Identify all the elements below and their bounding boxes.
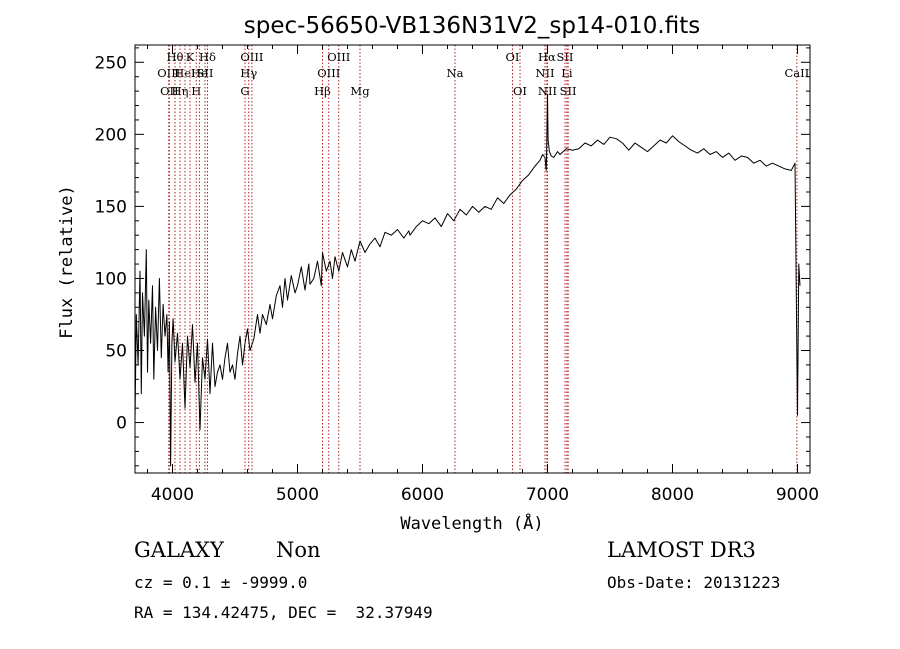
line-label-20: NII bbox=[535, 66, 554, 80]
survey-name: LAMOST DR3 bbox=[607, 538, 756, 562]
object-class: GALAXY bbox=[134, 538, 224, 562]
y-tick-label-1: 50 bbox=[105, 342, 127, 362]
line-label-25: SII bbox=[560, 84, 577, 98]
x-tick-label-1: 5000 bbox=[276, 485, 319, 505]
line-label-9: Hδ bbox=[199, 50, 216, 64]
line-label-14: OIII bbox=[317, 66, 340, 80]
spectral-line-markers: OIIIOIIHθHηHeIKHHeSIIHδGHγOIIIHβOIIIOIII… bbox=[157, 45, 809, 473]
line-label-5: K bbox=[186, 50, 195, 64]
x-tick-label-0: 4000 bbox=[151, 485, 194, 505]
y-tick-label-4: 200 bbox=[95, 125, 127, 145]
line-label-17: Na bbox=[447, 66, 464, 80]
line-label-7: He bbox=[191, 66, 208, 80]
y-axis: 0 50 100 150 200 250 bbox=[95, 47, 810, 467]
line-label-24: Li bbox=[561, 66, 573, 80]
x-axis-label: Wavelength (Å) bbox=[400, 512, 543, 534]
y-tick-label-3: 150 bbox=[95, 197, 127, 217]
line-label-19: OI bbox=[513, 84, 527, 98]
line-label-26: CaII bbox=[785, 66, 810, 80]
line-label-23: SII bbox=[557, 50, 574, 64]
line-label-1: OII bbox=[160, 84, 179, 98]
line-label-22: NII bbox=[538, 84, 557, 98]
line-label-15: OIII bbox=[327, 50, 350, 64]
x-axis: 4000 5000 6000 7000 8000 9000 bbox=[147, 45, 819, 505]
line-label-12: OIII bbox=[240, 50, 263, 64]
object-subclass: Non bbox=[276, 538, 321, 562]
line-label-13: Hβ bbox=[314, 84, 331, 98]
flux-series bbox=[134, 93, 801, 467]
y-axis-label: Flux (relative) bbox=[57, 185, 77, 339]
redshift-text: cz = 0.1 ± -9999.0 bbox=[134, 573, 308, 592]
line-label-16: Mg bbox=[350, 84, 370, 98]
line-label-11: Hγ bbox=[240, 66, 257, 80]
series-line-0 bbox=[134, 93, 801, 467]
y-tick-label-2: 100 bbox=[95, 269, 127, 289]
x-tick-label-3: 7000 bbox=[526, 485, 569, 505]
line-label-3: Hη bbox=[172, 84, 189, 98]
plot-frame bbox=[134, 44, 811, 474]
coordinates-text: RA = 134.42475, DEC = 32.37949 bbox=[134, 603, 433, 622]
line-label-6: H bbox=[191, 84, 201, 98]
line-label-18: OI bbox=[506, 50, 520, 64]
y-tick-label-0: 0 bbox=[116, 414, 127, 434]
line-label-2: Hθ bbox=[167, 50, 184, 64]
x-tick-label-2: 6000 bbox=[401, 485, 444, 505]
y-tick-label-5: 250 bbox=[95, 53, 127, 73]
obs-date-text: Obs-Date: 20131223 bbox=[607, 573, 781, 592]
x-tick-label-5: 9000 bbox=[776, 485, 819, 505]
chart-title: spec-56650-VB136N31V2_sp14-010.fits bbox=[244, 13, 700, 39]
line-label-8: SII bbox=[197, 66, 214, 80]
line-label-10: G bbox=[240, 84, 249, 98]
line-label-21: Hα bbox=[538, 50, 556, 64]
x-tick-label-4: 8000 bbox=[651, 485, 694, 505]
